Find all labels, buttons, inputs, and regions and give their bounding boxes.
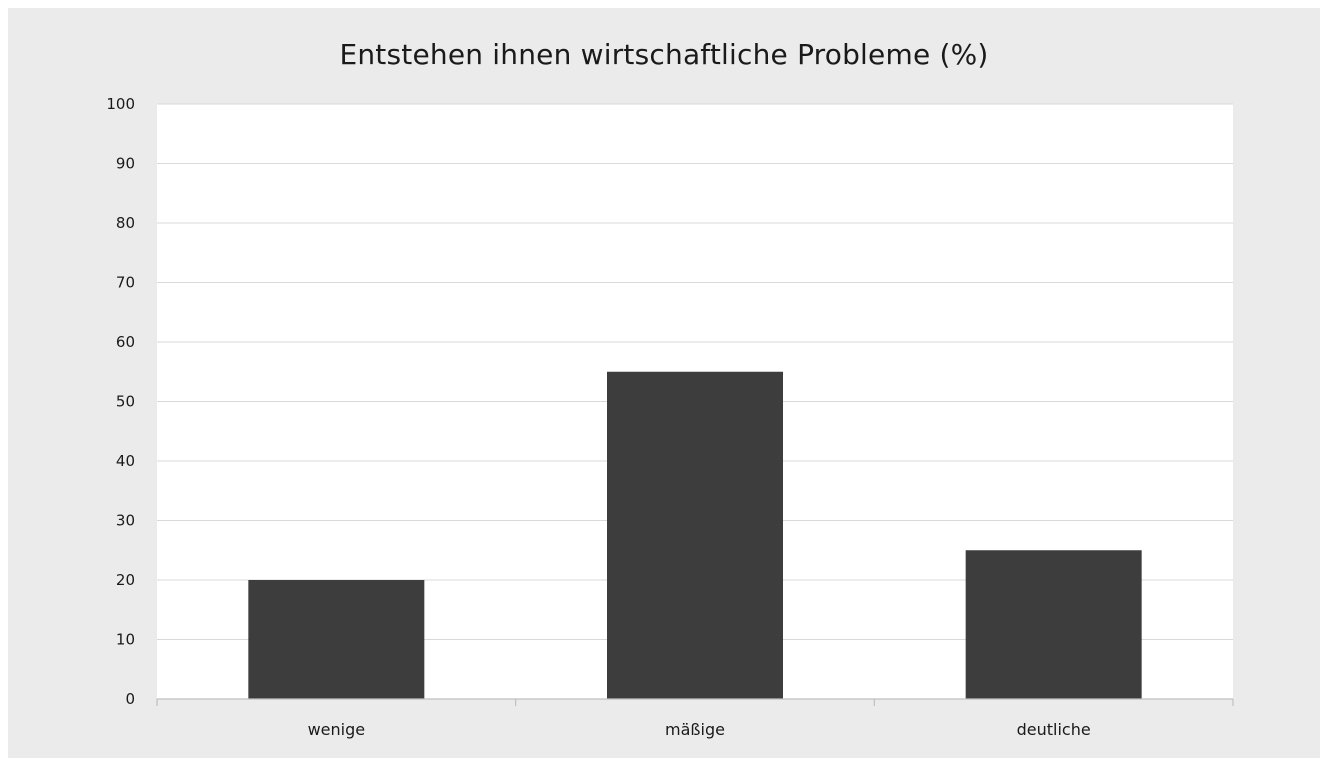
y-tick-label: 80 — [116, 214, 135, 232]
x-tick-label: deutliche — [1017, 720, 1091, 739]
bar — [607, 371, 783, 699]
chart-title: Entstehen ihnen wirtschaftliche Probleme… — [339, 38, 989, 71]
y-tick-label: 0 — [125, 690, 135, 708]
y-tick-label: 50 — [116, 393, 135, 411]
y-tick-label: 40 — [116, 452, 135, 470]
y-tick-label: 30 — [116, 512, 135, 530]
x-tick-label: wenige — [308, 720, 366, 739]
y-tick-label: 70 — [116, 274, 135, 292]
y-axis-ticks: 0 10 20 30 40 50 60 70 80 90 100 — [106, 95, 135, 708]
y-tick-label: 100 — [106, 95, 135, 113]
x-tick-label: mäßige — [665, 720, 725, 739]
x-axis — [156, 698, 1234, 706]
bar-layer — [248, 371, 1142, 699]
y-tick-label: 60 — [116, 333, 135, 351]
bar — [965, 550, 1142, 699]
y-tick-label: 10 — [116, 631, 135, 649]
y-tick-label: 20 — [116, 571, 135, 589]
bar — [248, 580, 425, 699]
x-axis-labels: wenige mäßige deutliche — [308, 720, 1091, 739]
y-tick-label: 90 — [116, 155, 135, 173]
